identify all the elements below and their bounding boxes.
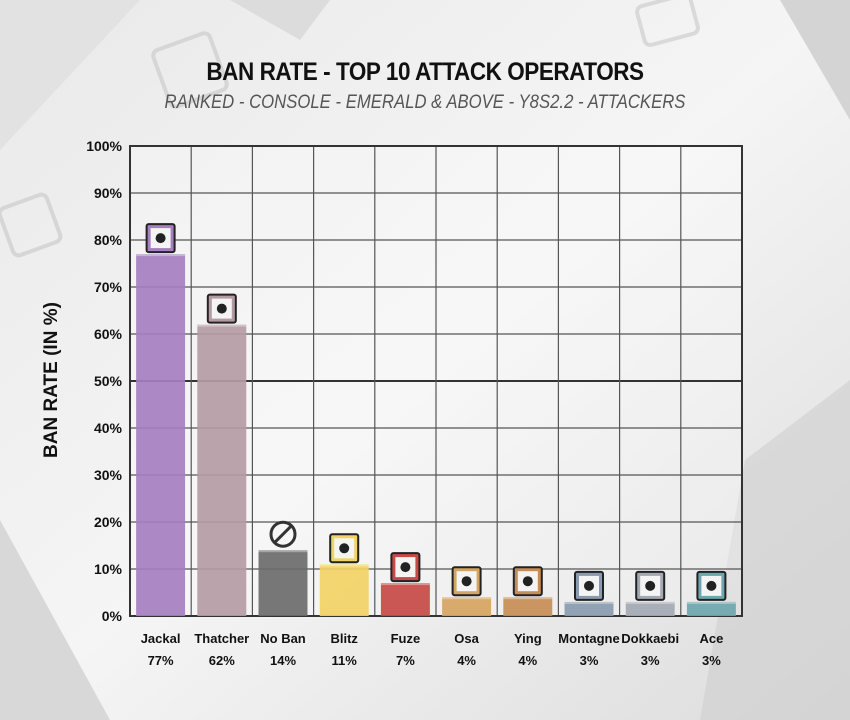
- icon-glyph: [400, 562, 411, 573]
- value-label: 62%: [209, 653, 235, 668]
- value-label: 3%: [641, 653, 660, 668]
- blitz-icon: [329, 533, 360, 564]
- bar: [686, 601, 736, 616]
- y-tick-label: 30%: [94, 467, 123, 483]
- y-tick-label: 70%: [94, 279, 123, 295]
- bar-highlight: [258, 550, 308, 553]
- icon-glyph: [522, 576, 533, 587]
- y-tick-label: 50%: [94, 373, 123, 389]
- ying-icon: [512, 566, 543, 597]
- y-tick-label: 0%: [102, 608, 123, 624]
- chart-title: BAN RATE - TOP 10 ATTACK OPERATORS: [206, 58, 644, 86]
- icon-glyph: [155, 233, 166, 244]
- bar: [136, 254, 186, 616]
- category-label: No Ban: [260, 631, 306, 646]
- osa-icon: [451, 566, 482, 597]
- bar-highlight: [625, 601, 675, 604]
- bar: [564, 601, 614, 616]
- value-label: 7%: [396, 653, 415, 668]
- bar: [442, 597, 492, 616]
- bar-highlight: [380, 583, 430, 586]
- bar-highlight: [564, 601, 614, 604]
- ace-icon: [696, 570, 727, 601]
- bar: [319, 564, 369, 616]
- no-ban-circle: [269, 520, 297, 548]
- no-ban-icon: [269, 520, 297, 548]
- icon-glyph: [645, 580, 656, 591]
- icon-glyph: [216, 303, 227, 314]
- category-label: Jackal: [141, 631, 181, 646]
- thatcher-icon: [206, 293, 237, 324]
- bar-highlight: [442, 597, 492, 600]
- y-tick-label: 80%: [94, 232, 123, 248]
- montagne-icon: [574, 570, 604, 601]
- category-label: Dokkaebi: [621, 631, 679, 646]
- category-label: Osa: [454, 631, 479, 646]
- plot-frame: [129, 145, 743, 617]
- y-tick-label: 60%: [94, 326, 123, 342]
- y-tick-label: 90%: [94, 185, 123, 201]
- category-label: Ace: [699, 631, 723, 646]
- category-label: Thatcher: [194, 631, 249, 646]
- value-label: 3%: [580, 653, 599, 668]
- bar-highlight: [503, 597, 553, 600]
- bar: [380, 583, 430, 616]
- value-label: 3%: [702, 653, 721, 668]
- bar: [197, 324, 247, 616]
- chart-subtitle: RANKED - CONSOLE - EMERALD & ABOVE - Y8S…: [164, 92, 686, 113]
- category-label: Montagne: [558, 631, 619, 646]
- bar-highlight: [197, 324, 247, 327]
- y-tick-label: 10%: [94, 561, 123, 577]
- value-label: 14%: [270, 653, 296, 668]
- icon-glyph: [461, 576, 472, 587]
- fuze-icon: [390, 552, 421, 583]
- value-label: 4%: [457, 653, 476, 668]
- y-tick-label: 40%: [94, 420, 123, 436]
- category-label: Ying: [514, 631, 542, 646]
- jackal-icon: [145, 223, 176, 254]
- bar-highlight: [686, 601, 736, 604]
- bar: [258, 550, 308, 616]
- y-tick-label: 100%: [86, 138, 122, 154]
- y-tick-label: 20%: [94, 514, 123, 530]
- icon-glyph: [339, 543, 350, 554]
- icon-glyph: [584, 580, 594, 591]
- bar: [503, 597, 553, 616]
- category-label: Blitz: [330, 631, 358, 646]
- value-label: 4%: [518, 653, 537, 668]
- bar-highlight: [319, 564, 369, 567]
- bar-highlight: [136, 254, 186, 257]
- value-label: 11%: [332, 653, 358, 668]
- value-label: 77%: [148, 653, 174, 668]
- category-label: Fuze: [391, 631, 421, 646]
- bar: [625, 601, 675, 616]
- icon-glyph: [706, 580, 717, 591]
- no-ban-slash: [273, 525, 293, 544]
- dokkaebi-icon: [635, 570, 666, 601]
